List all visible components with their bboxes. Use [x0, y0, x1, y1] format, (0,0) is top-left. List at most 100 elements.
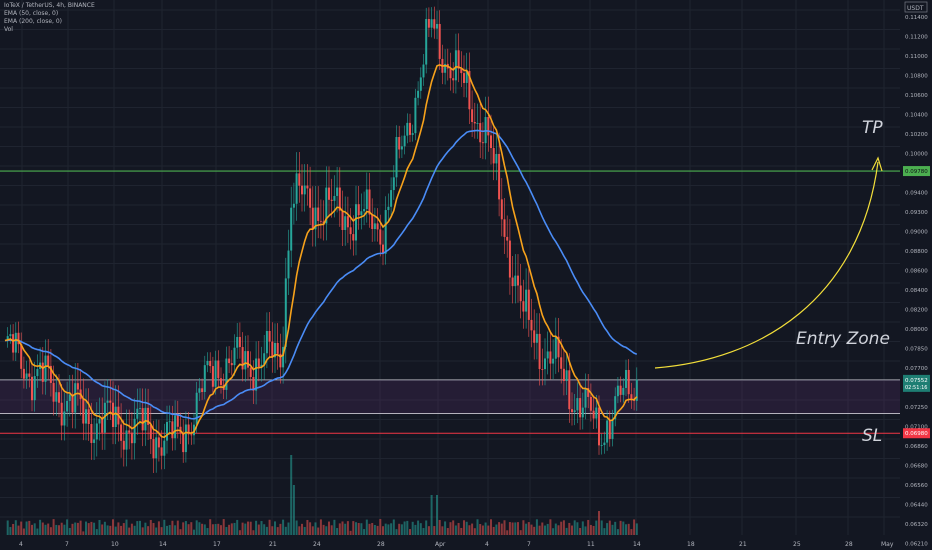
candle-body [106, 400, 109, 403]
volume-bar [436, 495, 438, 535]
candle-body [552, 358, 555, 364]
volume-bar [622, 521, 625, 535]
candle [373, 207, 376, 242]
candle [511, 255, 514, 304]
volume-bar [152, 523, 155, 535]
candle-body [187, 424, 190, 435]
tp-price-tag [903, 166, 930, 177]
candle [155, 419, 158, 473]
candle-body [184, 424, 187, 453]
volume-bar [479, 524, 482, 535]
volume-bar [587, 519, 590, 535]
candle-body [314, 207, 317, 230]
candle-body [490, 135, 492, 149]
volume-bar [263, 524, 266, 535]
volume-bar [425, 520, 428, 535]
volume-bar [387, 524, 390, 535]
candle-body [195, 392, 198, 425]
candle [589, 383, 592, 422]
candle [360, 193, 363, 230]
candle [33, 361, 36, 412]
candle [527, 268, 530, 337]
volume-bar [525, 523, 528, 535]
tp-price-label: 0.09780 [905, 169, 928, 175]
volume-bar [363, 529, 366, 535]
candle [571, 392, 573, 426]
candle [541, 348, 544, 386]
volume-bar [314, 522, 317, 535]
volume-bar [398, 523, 401, 535]
price-axis: USDT 0.11400 0.11200 0.11000 0.10800 0.10600 0… [900, 0, 932, 550]
candle [552, 339, 555, 380]
volume-bar [473, 528, 476, 535]
candle-body [438, 23, 441, 59]
volume-bar [171, 520, 174, 535]
candle [560, 338, 563, 384]
candle-body [457, 50, 460, 69]
candle [309, 166, 312, 225]
volume-bar [133, 525, 136, 535]
volume-bar [44, 524, 47, 535]
candle-body [139, 408, 141, 409]
volume-bar [527, 522, 530, 535]
candle-body [292, 203, 295, 208]
volume-bar [22, 528, 25, 535]
candle-body [238, 336, 241, 348]
volume-bar [101, 524, 104, 535]
volume-bar [322, 524, 325, 535]
volume-bar [85, 521, 87, 535]
volume-bar [128, 527, 131, 535]
candle [125, 409, 128, 467]
volume-bar [554, 523, 557, 535]
candle [101, 397, 104, 450]
candle-body [149, 424, 152, 440]
symbol-line: IoTeX / TetherUS, 4h, BINANCE [4, 2, 95, 9]
y-tick-label: 0.08600 [905, 269, 928, 275]
volume-bar [287, 522, 290, 535]
volume-bar [444, 521, 447, 535]
candle-body [476, 123, 479, 124]
candle [357, 186, 360, 230]
volume-bar [492, 526, 495, 535]
candle-body [103, 402, 106, 433]
candle-body [95, 423, 98, 440]
volume-bar [506, 530, 509, 535]
candle-body [306, 185, 309, 189]
candle [247, 335, 249, 381]
volume-bar [12, 523, 15, 535]
candle [93, 418, 96, 460]
candle-body [147, 407, 150, 425]
volume-bar [98, 519, 101, 535]
candle [255, 341, 258, 405]
candle [635, 367, 638, 411]
volume-bar [139, 520, 141, 535]
volume-bar [373, 524, 376, 535]
candle-body [589, 396, 592, 411]
candle-body [90, 424, 93, 443]
volume-bar [184, 521, 187, 535]
candle [168, 405, 171, 435]
candle [298, 152, 301, 203]
volume-bar [122, 523, 125, 535]
candle [622, 378, 625, 403]
candle-body [427, 19, 430, 28]
candle-body [338, 187, 341, 211]
candle-body [125, 430, 128, 450]
candle-body [279, 353, 282, 368]
volume-bar [149, 519, 152, 535]
volume-bar [195, 520, 198, 535]
y-tick-label: 0.10000 [905, 152, 928, 158]
candle-body [244, 351, 247, 370]
candle [287, 229, 290, 296]
volume-bar [384, 523, 387, 535]
volume-bar [457, 522, 460, 535]
candle-body [49, 365, 52, 383]
candle-body [122, 440, 125, 450]
candle-body [495, 153, 498, 164]
volume-bar [571, 525, 573, 535]
y-tick-label: 0.10200 [905, 132, 928, 138]
sl-annotation: SL [862, 426, 882, 446]
candle [376, 208, 379, 242]
